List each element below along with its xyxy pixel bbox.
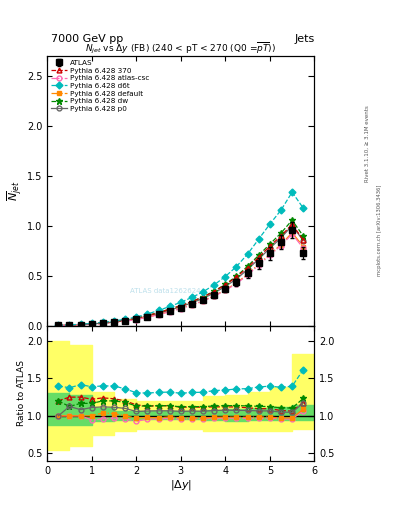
X-axis label: $|\Delta y|$: $|\Delta y|$ bbox=[170, 478, 192, 493]
Text: 7000 GeV pp: 7000 GeV pp bbox=[51, 33, 123, 44]
Title: $N_{jet}$ vs $\Delta y$ (FB) (240 < pT < 270 (Q0 =$\overline{pT}$)): $N_{jet}$ vs $\Delta y$ (FB) (240 < pT <… bbox=[85, 41, 276, 56]
Text: ATLAS data12626244: ATLAS data12626244 bbox=[130, 288, 205, 293]
Text: Jets: Jets bbox=[294, 33, 314, 44]
Legend: ATLAS, Pythia 6.428 370, Pythia 6.428 atlas-csc, Pythia 6.428 d6t, Pythia 6.428 : ATLAS, Pythia 6.428 370, Pythia 6.428 at… bbox=[50, 58, 151, 113]
Y-axis label: Ratio to ATLAS: Ratio to ATLAS bbox=[17, 360, 26, 426]
Text: Rivet 3.1.10, ≥ 3.1M events: Rivet 3.1.10, ≥ 3.1M events bbox=[365, 105, 370, 182]
Text: mcplots.cern.ch [arXiv:1306.3436]: mcplots.cern.ch [arXiv:1306.3436] bbox=[377, 185, 382, 276]
Y-axis label: $\overline{N}_{jet}$: $\overline{N}_{jet}$ bbox=[6, 181, 26, 202]
